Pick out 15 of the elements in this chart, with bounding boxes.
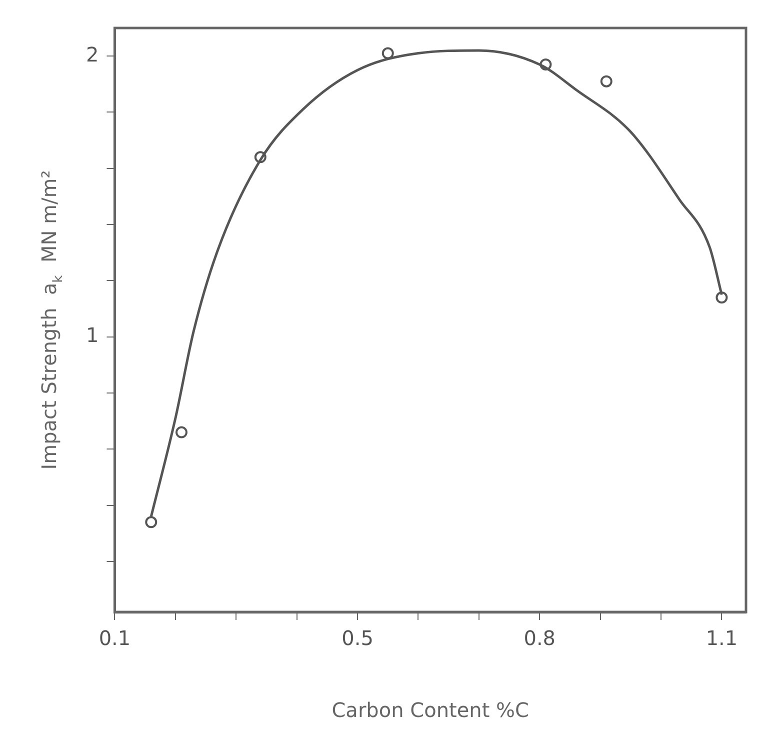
x-tick-label: 0.1 — [98, 626, 131, 650]
point — [382, 47, 394, 60]
point — [540, 58, 552, 70]
point — [600, 75, 612, 88]
y-tick-label: 1 — [86, 323, 99, 348]
point — [254, 151, 266, 164]
point — [145, 516, 158, 528]
point — [175, 426, 188, 438]
y-tick-label: 2 — [86, 42, 99, 66]
x-axis-title: Carbon Content %C — [332, 698, 530, 722]
x-tick-label: 0.5 — [342, 626, 374, 650]
point — [716, 292, 728, 304]
x-tick-label: 0.8 — [524, 626, 556, 650]
x-tick-label: 1.1 — [706, 626, 738, 650]
y-axis-title: Impact Strength ak MN m/m² — [37, 170, 66, 470]
